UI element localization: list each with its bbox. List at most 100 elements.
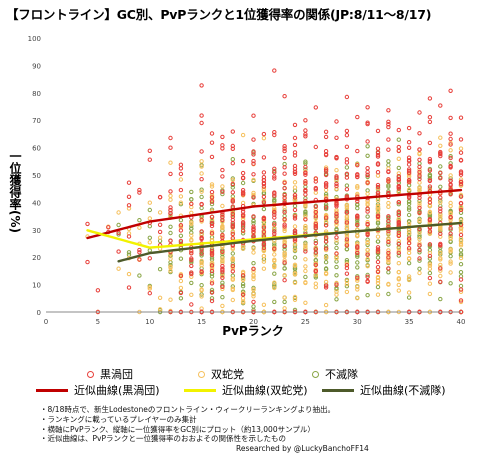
- data-point: [438, 200, 443, 205]
- data-point: [272, 132, 277, 138]
- data-point: [323, 181, 329, 186]
- data-point: [272, 208, 277, 213]
- data-point: [375, 280, 381, 286]
- data-point: [189, 220, 194, 225]
- legend-marker-green: [312, 370, 319, 378]
- data-point: [313, 269, 318, 274]
- data-point: [458, 177, 464, 182]
- data-point: [209, 252, 215, 258]
- data-point: [448, 233, 453, 239]
- data-point: [157, 267, 163, 272]
- data-point: [303, 128, 308, 133]
- data-point: [427, 186, 433, 191]
- axes: 0 10 20 30 40 50 60 70 80 90 100 0 5 10 15 20 25 30 35 40: [28, 35, 466, 326]
- data-point: [396, 165, 401, 171]
- data-point: [209, 260, 215, 265]
- data-point: [209, 296, 215, 301]
- data-point: [272, 264, 277, 269]
- data-point: [334, 251, 339, 256]
- data-point: [355, 215, 360, 220]
- data-point: [448, 227, 453, 232]
- data-point: [168, 263, 173, 268]
- data-point: [240, 299, 246, 304]
- x-axis-label: PvPランク: [222, 324, 283, 338]
- data-point: [157, 229, 163, 235]
- data-point: [355, 214, 360, 219]
- data-point: [448, 173, 453, 178]
- data-point: [240, 221, 246, 226]
- data-point: [261, 245, 267, 251]
- data-point: [438, 170, 443, 176]
- data-point: [365, 153, 370, 159]
- data-point: [323, 247, 329, 253]
- data-point: [282, 239, 287, 244]
- data-point: [365, 274, 370, 279]
- data-point: [355, 250, 360, 256]
- data-point: [292, 294, 298, 300]
- legend-line-red: [36, 388, 68, 392]
- data-point: [230, 199, 236, 204]
- data-point: [106, 225, 111, 230]
- footnote: ・ランキングに載っているプレイヤーのみ集計: [40, 414, 197, 424]
- data-point: [417, 250, 422, 255]
- data-point: [365, 247, 370, 253]
- data-point: [85, 221, 90, 227]
- data-point: [292, 169, 298, 175]
- data-point: [220, 212, 225, 217]
- data-point: [396, 178, 401, 183]
- data-point: [168, 256, 173, 261]
- data-point: [261, 155, 267, 160]
- data-point: [396, 249, 401, 254]
- data-point: [427, 231, 433, 237]
- trendline-0: [86, 188, 463, 240]
- data-point: [396, 288, 401, 293]
- data-point: [427, 96, 433, 101]
- data-point: [355, 265, 360, 270]
- data-point: [251, 113, 256, 118]
- data-point: [396, 202, 401, 207]
- data-point: [313, 224, 318, 229]
- legend-line-green: [322, 388, 354, 392]
- data-point: [334, 119, 339, 124]
- data-point: [230, 220, 236, 226]
- data-point: [365, 242, 370, 248]
- data-point: [189, 292, 194, 297]
- data-point: [292, 195, 298, 200]
- data-point: [406, 290, 412, 295]
- data-point: [375, 275, 381, 281]
- data-point: [137, 187, 142, 193]
- data-point: [396, 253, 401, 258]
- data-point: [458, 253, 464, 258]
- data-point: [230, 143, 236, 149]
- data-point: [209, 184, 215, 189]
- data-point: [438, 153, 443, 159]
- data-point: [386, 216, 391, 221]
- data-point: [344, 204, 350, 210]
- data-point: [344, 157, 350, 162]
- data-point: [438, 225, 443, 231]
- data-point: [168, 238, 173, 244]
- data-point: [427, 210, 433, 215]
- data-point: [220, 184, 225, 189]
- data-point: [344, 94, 350, 100]
- data-point: [261, 225, 267, 230]
- data-point: [282, 186, 287, 191]
- data-point: [458, 150, 464, 155]
- data-point: [168, 193, 173, 199]
- data-point: [220, 134, 225, 140]
- data-point: [313, 221, 318, 227]
- data-point: [417, 266, 422, 271]
- data-point: [178, 290, 184, 296]
- data-point: [209, 271, 215, 276]
- data-point: [292, 185, 298, 190]
- data-point: [251, 195, 256, 200]
- data-point: [126, 234, 132, 239]
- data-point: [147, 286, 153, 291]
- data-point: [261, 232, 267, 237]
- data-point: [344, 187, 350, 192]
- y-tick-label: 70: [32, 117, 41, 125]
- data-point: [230, 297, 236, 303]
- data-point: [406, 295, 412, 300]
- data-point: [313, 214, 318, 219]
- data-point: [334, 174, 339, 179]
